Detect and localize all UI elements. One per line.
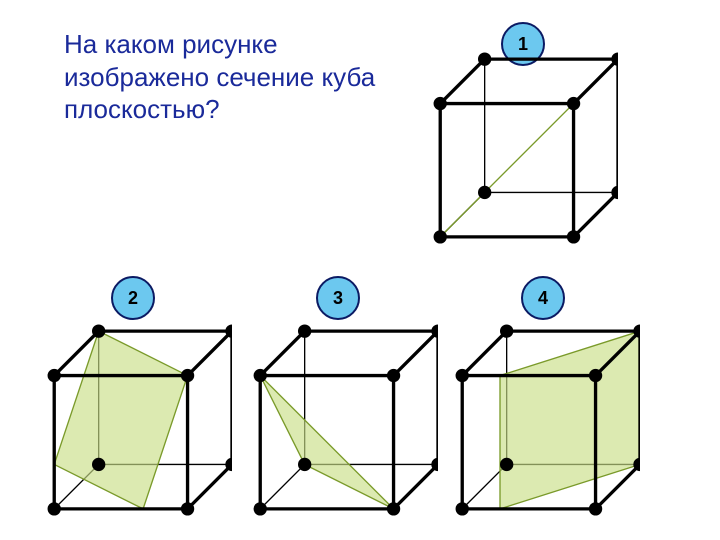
cube-3 — [238, 320, 438, 520]
cube-1 — [418, 48, 618, 248]
option-badge-3[interactable]: 3 — [316, 276, 360, 320]
option-badge-4[interactable]: 4 — [521, 276, 565, 320]
option-badge-4-label: 4 — [538, 288, 548, 309]
option-badge-3-label: 3 — [333, 288, 343, 309]
cube-2 — [32, 320, 232, 520]
cube-4 — [440, 320, 640, 520]
question-text: На каком рисунке изображено сечение куба… — [64, 28, 384, 126]
option-badge-2[interactable]: 2 — [111, 276, 155, 320]
option-badge-2-label: 2 — [128, 288, 138, 309]
